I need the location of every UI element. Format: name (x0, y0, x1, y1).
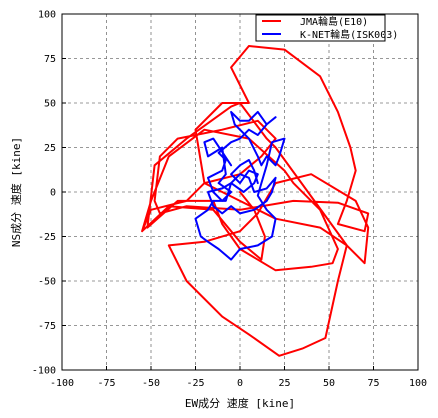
y-tick-label: 50 (44, 99, 56, 110)
legend: JMA輪島(E10) K-NET輪島(ISK003) (255, 14, 398, 42)
series-line-jma (141, 45, 370, 357)
grid-lines (62, 14, 418, 370)
y-tick-label: 75 (44, 54, 56, 65)
x-axis-label: EW成分 速度 [kine] (185, 396, 295, 410)
y-tick-label: -75 (38, 321, 56, 332)
y-tick-label: 100 (38, 10, 56, 21)
legend-label-jma: JMA輪島(E10) (300, 15, 368, 28)
legend-box (255, 14, 386, 42)
x-tick-label: -100 (50, 378, 74, 389)
y-tick-label: 0 (50, 188, 56, 199)
x-tick-label: 25 (278, 378, 290, 389)
y-tick-label: 25 (44, 143, 56, 154)
x-tick-label: -75 (97, 378, 115, 389)
x-tick-label: 0 (237, 378, 243, 389)
y-tick-label: -50 (38, 277, 56, 288)
x-tick-label: -50 (142, 378, 160, 389)
y-tick-label: -100 (32, 366, 56, 377)
axis-ticks: -100 -75 -50 -25 0 25 50 75 100 -100 -75 -50 -25 0 25 5… (32, 10, 427, 390)
x-tick-label: 75 (367, 378, 379, 389)
y-axis-label: NS成分 速度 [kine] (9, 137, 23, 247)
series-lines (141, 45, 370, 357)
series-line-knet (194, 110, 286, 261)
x-tick-label: 100 (409, 378, 427, 389)
x-tick-label: -25 (186, 378, 204, 389)
y-tick-label: -25 (38, 232, 56, 243)
legend-label-knet: K-NET輪島(ISK003) (300, 28, 398, 41)
x-tick-label: 50 (323, 378, 335, 389)
